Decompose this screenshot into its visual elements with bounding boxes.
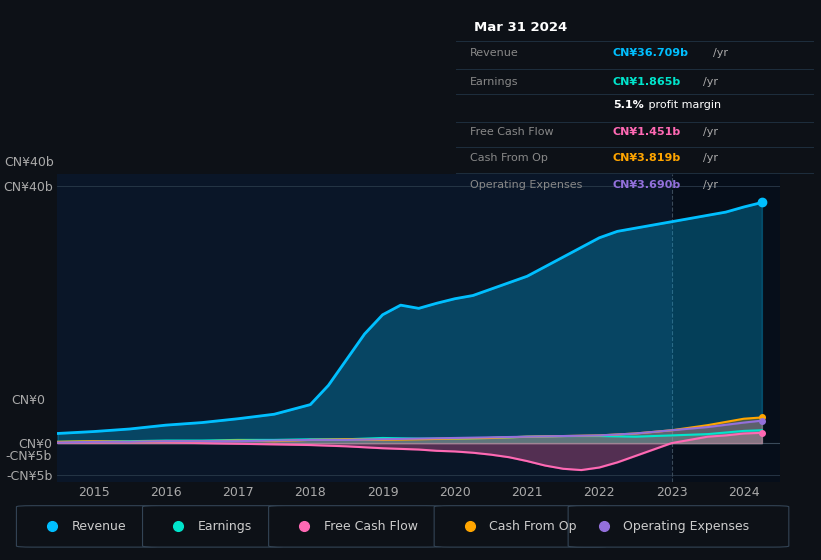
Text: profit margin: profit margin [645,100,721,110]
Text: Free Cash Flow: Free Cash Flow [470,127,553,137]
FancyBboxPatch shape [16,506,158,547]
Text: CN¥36.709b: CN¥36.709b [612,48,689,58]
Text: CN¥40b: CN¥40b [4,156,53,169]
Text: /yr: /yr [703,153,718,164]
Text: CN¥1.451b: CN¥1.451b [612,127,681,137]
FancyBboxPatch shape [568,506,789,547]
Text: CN¥3.819b: CN¥3.819b [612,153,681,164]
Text: CN¥1.865b: CN¥1.865b [612,77,681,87]
FancyBboxPatch shape [434,506,608,547]
Text: CN¥3.690b: CN¥3.690b [612,180,681,190]
Bar [672,174,787,482]
Text: /yr: /yr [703,77,718,87]
Text: /yr: /yr [703,127,718,137]
FancyBboxPatch shape [268,506,442,547]
FancyBboxPatch shape [143,506,284,547]
Text: Operating Expenses: Operating Expenses [623,520,750,533]
Text: -CN¥5b: -CN¥5b [6,450,52,463]
Text: Free Cash Flow: Free Cash Flow [323,520,418,533]
Text: CN¥0: CN¥0 [11,394,46,407]
Text: Cash From Op: Cash From Op [470,153,548,164]
Text: 5.1%: 5.1% [612,100,644,110]
Text: Revenue: Revenue [470,48,519,58]
Text: Operating Expenses: Operating Expenses [470,180,582,190]
Text: /yr: /yr [713,48,727,58]
Text: /yr: /yr [703,180,718,190]
Text: Revenue: Revenue [71,520,126,533]
Text: Mar 31 2024: Mar 31 2024 [474,21,566,34]
Text: Earnings: Earnings [470,77,518,87]
Text: Earnings: Earnings [198,520,252,533]
Text: Cash From Op: Cash From Op [489,520,577,533]
